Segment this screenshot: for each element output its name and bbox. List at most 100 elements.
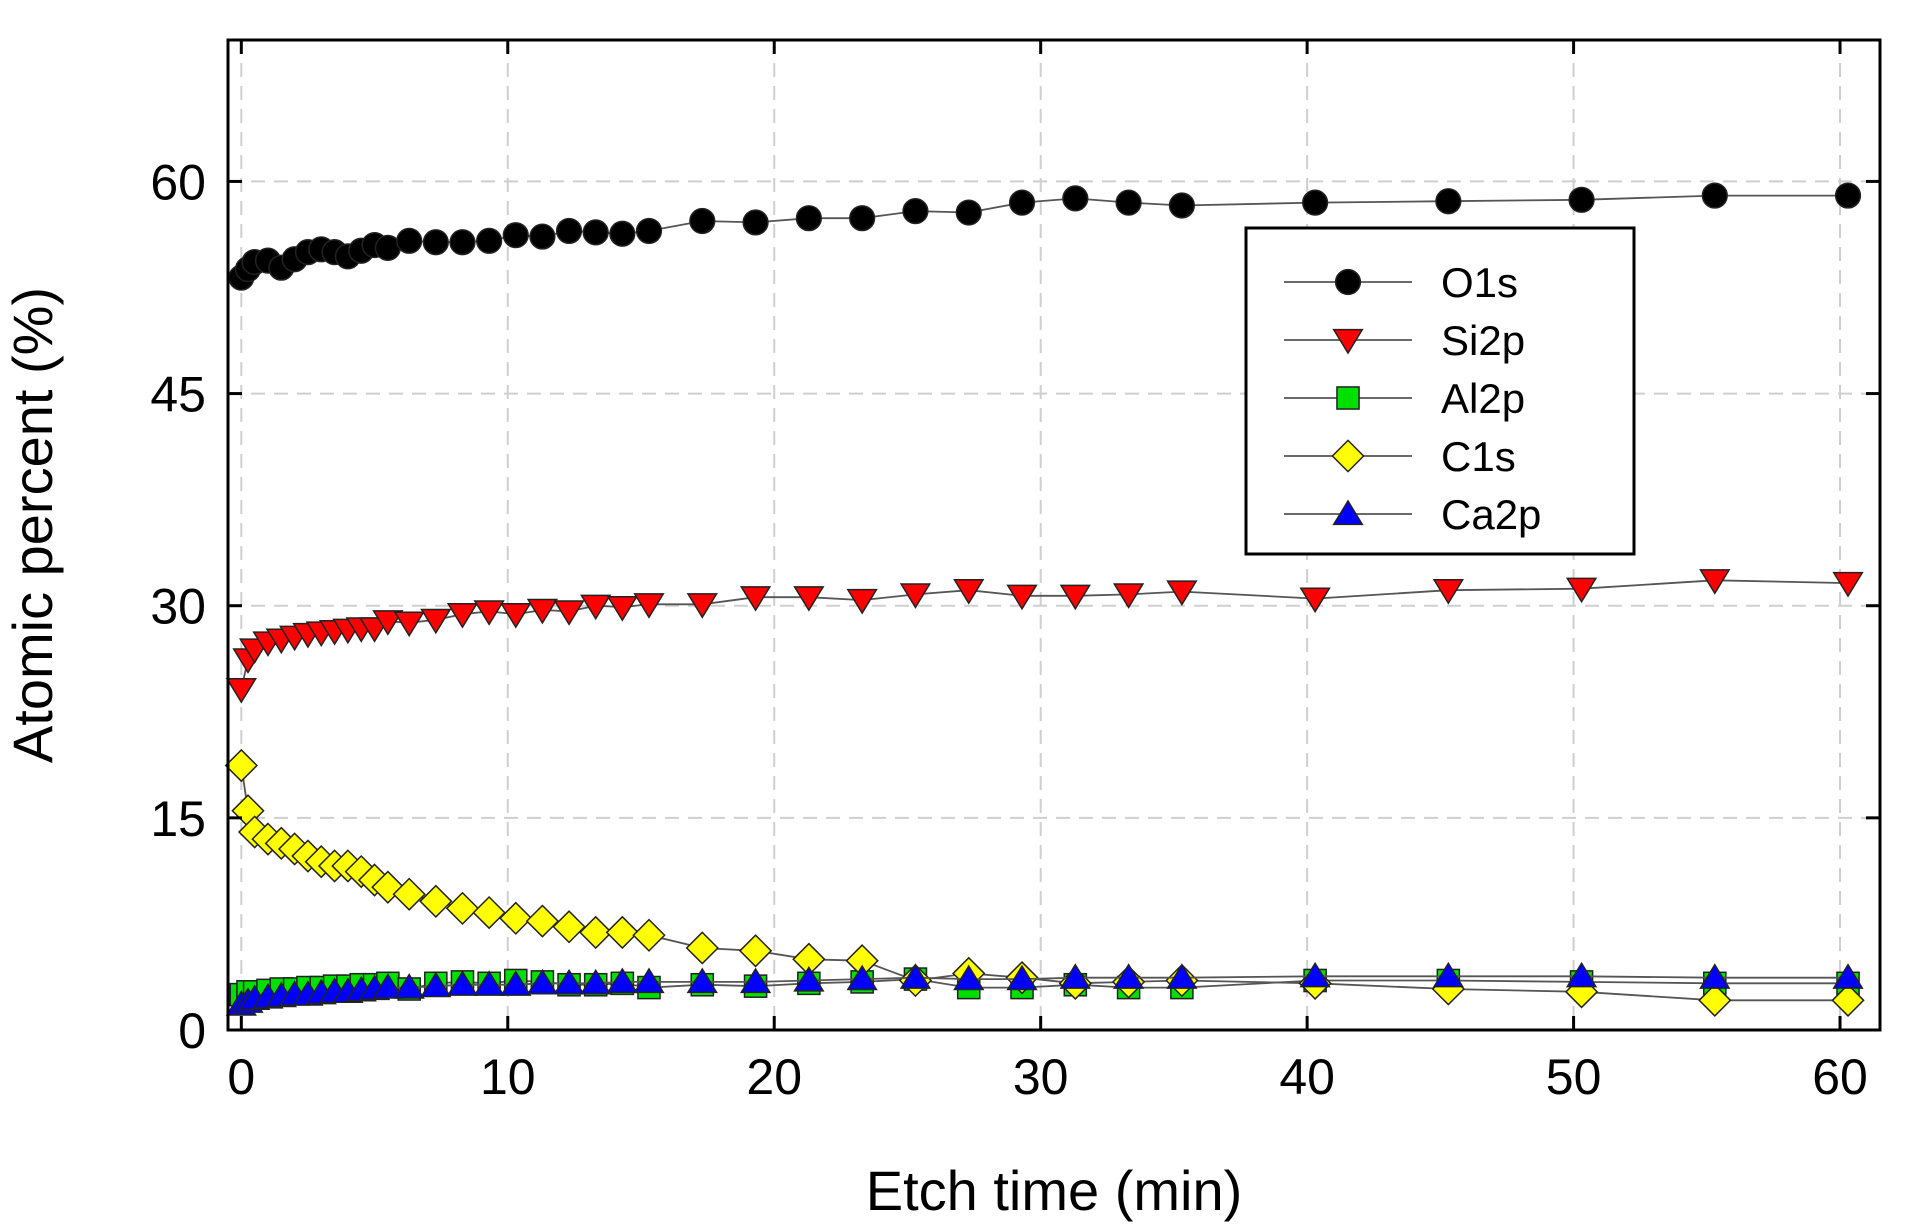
data-point xyxy=(446,603,479,629)
data-point xyxy=(393,611,425,638)
x-axis-title: Etch time (min) xyxy=(866,1159,1243,1222)
legend-marker xyxy=(1334,268,1362,296)
data-point xyxy=(1166,580,1198,607)
data-point xyxy=(1112,963,1145,989)
data-point xyxy=(580,594,612,621)
legend-marker xyxy=(1332,328,1364,355)
data-point xyxy=(420,971,452,998)
data-point xyxy=(1832,571,1864,598)
data-point xyxy=(372,973,404,999)
legend-label: Ca2p xyxy=(1441,491,1541,538)
data-point xyxy=(502,222,529,249)
data-point xyxy=(795,205,822,232)
data-point xyxy=(1432,579,1464,605)
series-line xyxy=(240,579,1849,690)
x-tick-label: 0 xyxy=(227,1049,255,1105)
data-point xyxy=(689,207,716,235)
y-tick-label: 15 xyxy=(150,791,206,847)
data-point xyxy=(606,595,638,622)
plot-frame xyxy=(226,38,1882,1032)
data-point xyxy=(396,227,423,254)
data-point xyxy=(392,877,426,911)
data-point xyxy=(449,229,476,256)
series-line xyxy=(240,765,1848,1002)
data-point xyxy=(422,229,449,256)
data-point xyxy=(1299,587,1331,614)
data-point xyxy=(579,915,613,950)
legend-marker xyxy=(1332,499,1364,526)
data-point xyxy=(446,970,479,996)
series-ca2p xyxy=(225,961,1864,1016)
data-point xyxy=(1698,983,1732,1017)
data-point xyxy=(1568,186,1595,213)
data-point xyxy=(899,583,932,609)
data-point xyxy=(1699,963,1731,989)
data-point xyxy=(632,918,666,952)
data-point xyxy=(526,968,559,995)
data-point xyxy=(529,223,556,250)
data-point xyxy=(846,964,878,991)
data-point xyxy=(555,217,583,245)
x-tick-label: 10 xyxy=(480,1049,536,1105)
data-point xyxy=(1831,983,1865,1017)
data-point xyxy=(739,967,772,994)
data-point xyxy=(225,678,257,704)
data-point xyxy=(1832,963,1864,989)
data-point xyxy=(499,901,533,935)
legend: O1s Si2p Al2p C1s Ca2p xyxy=(1244,226,1636,556)
data-point xyxy=(633,967,665,994)
y-tick-label: 45 xyxy=(150,367,206,423)
data-point xyxy=(633,593,665,619)
data-point xyxy=(1701,182,1728,209)
data-point xyxy=(685,931,719,965)
data-point xyxy=(605,915,640,950)
data-point xyxy=(742,209,769,236)
axis-ticks: 0 10 20 30 40 50 60 0 15 30 45 60 xyxy=(150,40,1880,1105)
data-point xyxy=(224,748,258,783)
data-point xyxy=(953,964,985,991)
data-point xyxy=(1059,584,1091,611)
data-point xyxy=(1435,188,1462,215)
x-tick-label: 20 xyxy=(746,1049,802,1105)
data-point xyxy=(1115,189,1142,216)
data-point xyxy=(525,904,560,938)
data-point xyxy=(419,884,453,918)
data-point xyxy=(899,963,932,989)
plot-series xyxy=(224,182,1865,1017)
legend-marker xyxy=(1331,439,1365,473)
y-tick-label: 0 xyxy=(178,1003,206,1059)
data-point xyxy=(472,895,506,930)
data-point xyxy=(1006,964,1038,991)
data-point xyxy=(552,910,586,944)
data-point xyxy=(1302,189,1329,216)
data-point xyxy=(1059,963,1091,989)
data-point xyxy=(500,603,532,629)
data-point xyxy=(738,934,773,968)
data-point xyxy=(686,967,718,994)
y-tick-label: 30 xyxy=(150,579,206,635)
legend-label: O1s xyxy=(1441,259,1518,306)
legend-box xyxy=(1244,226,1636,556)
data-point xyxy=(955,199,982,226)
data-point xyxy=(500,970,532,996)
data-point xyxy=(606,967,638,994)
data-point xyxy=(1834,182,1862,209)
data-point xyxy=(1112,583,1145,609)
legend-label: C1s xyxy=(1441,433,1516,480)
series-o1s xyxy=(228,182,1862,291)
data-point xyxy=(793,586,825,612)
data-point xyxy=(1565,961,1598,988)
data-point xyxy=(1168,192,1195,219)
data-point xyxy=(526,598,559,625)
data-point xyxy=(793,966,825,992)
data-point xyxy=(849,205,876,232)
data-point xyxy=(476,227,503,254)
data-point xyxy=(1166,963,1198,989)
legend-label: Si2p xyxy=(1441,317,1525,364)
data-point xyxy=(473,970,505,996)
series-al2p xyxy=(229,967,1860,1007)
data-point xyxy=(1006,584,1038,611)
data-point xyxy=(686,593,718,619)
data-point xyxy=(473,600,505,626)
